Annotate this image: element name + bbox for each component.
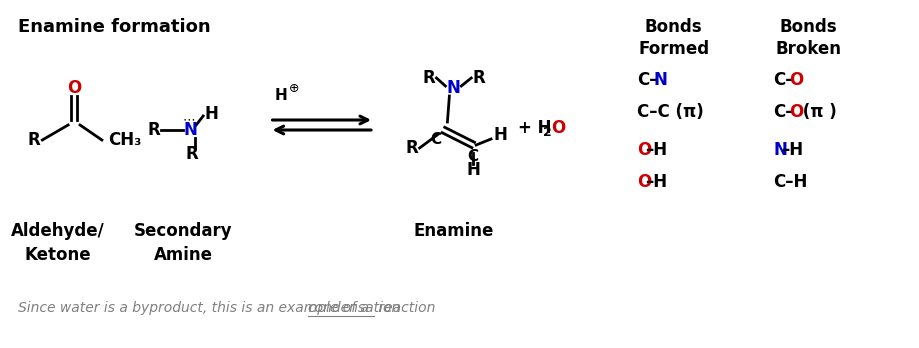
Text: ⋯: ⋯ <box>183 113 196 127</box>
Text: C–: C– <box>772 71 793 89</box>
Text: R: R <box>472 69 485 87</box>
Text: H: H <box>275 87 287 103</box>
Text: 2: 2 <box>542 127 550 140</box>
Text: Enamine: Enamine <box>413 222 493 240</box>
Text: –H: –H <box>644 141 666 159</box>
Text: Enamine formation: Enamine formation <box>18 18 210 36</box>
Text: CH₃: CH₃ <box>108 131 142 149</box>
Text: N: N <box>652 71 666 89</box>
Text: O: O <box>67 79 81 97</box>
Text: Aldehyde/
Ketone: Aldehyde/ Ketone <box>11 222 105 263</box>
Text: O: O <box>636 141 651 159</box>
Text: O: O <box>789 103 802 121</box>
Text: H: H <box>466 161 480 179</box>
Text: ⊕: ⊕ <box>289 82 299 95</box>
Text: Bonds
Broken: Bonds Broken <box>775 18 841 58</box>
Text: C–: C– <box>772 103 793 121</box>
Text: condensation: condensation <box>307 301 401 315</box>
Text: O: O <box>550 119 564 137</box>
Text: reaction: reaction <box>374 301 436 315</box>
Text: H: H <box>204 105 218 123</box>
Text: Bonds
Formed: Bonds Formed <box>638 18 709 58</box>
Text: R: R <box>422 69 435 87</box>
Text: N: N <box>772 141 786 159</box>
Text: O: O <box>789 71 802 89</box>
Text: + H: + H <box>517 119 550 137</box>
Text: O: O <box>636 173 651 191</box>
Text: R: R <box>405 139 417 157</box>
Text: H: H <box>493 126 506 144</box>
Text: C: C <box>467 149 478 164</box>
Text: –H: –H <box>780 141 802 159</box>
Text: –H: –H <box>644 173 666 191</box>
Text: C–C (π): C–C (π) <box>636 103 703 121</box>
Text: R: R <box>147 121 160 139</box>
Text: R: R <box>186 145 199 163</box>
Text: C–H: C–H <box>772 173 807 191</box>
Text: N: N <box>183 121 197 139</box>
Text: C: C <box>430 132 441 147</box>
Text: Secondary
Amine: Secondary Amine <box>134 222 233 263</box>
Text: Since water is a byproduct, this is an example of a: Since water is a byproduct, this is an e… <box>18 301 373 315</box>
Text: (π ): (π ) <box>797 103 836 121</box>
Text: C–: C– <box>636 71 657 89</box>
Text: N: N <box>446 79 460 97</box>
Text: R: R <box>28 131 40 149</box>
